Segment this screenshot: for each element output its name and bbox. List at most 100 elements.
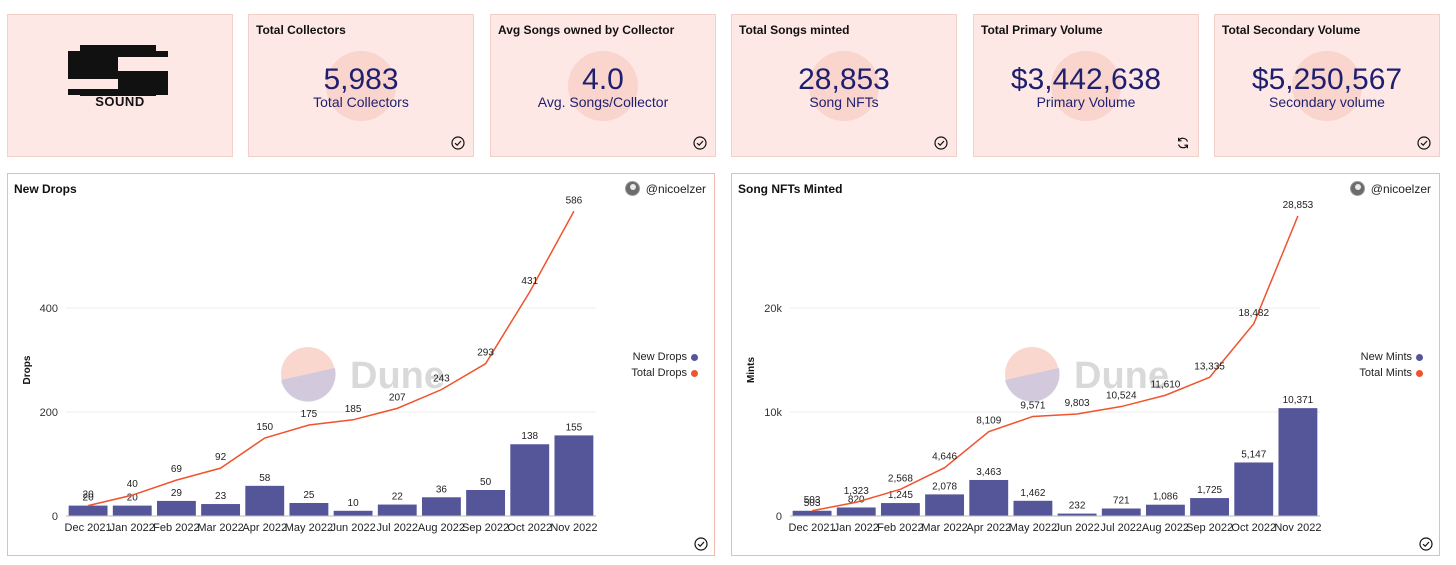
bar-data-label: 22 — [392, 492, 404, 503]
bar-data-label: 20 — [127, 493, 139, 504]
x-tick-label: Feb 2022 — [877, 522, 923, 534]
kpi-subtitle: Avg. Songs/Collector — [537, 94, 669, 110]
line-data-label: 431 — [521, 276, 538, 287]
line-data-label: 150 — [256, 422, 273, 433]
author-badge[interactable]: @nicoelzer — [624, 181, 706, 196]
bar-data-label: 138 — [521, 431, 538, 442]
legend-item-new-mints[interactable]: New Mints — [1359, 349, 1423, 365]
kpi-subtitle: Total Collectors — [313, 94, 409, 110]
bar — [289, 503, 329, 516]
check-circle-icon — [693, 136, 707, 150]
bar — [925, 494, 965, 516]
y-axis-label: Drops — [22, 355, 33, 384]
line-data-label: 40 — [127, 479, 139, 490]
kpi-value: 5,983 — [323, 63, 399, 96]
line-data-label: 11,610 — [1150, 379, 1180, 390]
watermark-circle — [326, 51, 396, 121]
sound-logo — [68, 45, 168, 96]
x-tick-label: Feb 2022 — [153, 522, 199, 534]
bar — [1145, 504, 1185, 516]
bar-data-label: 23 — [215, 491, 227, 502]
bar-data-label: 2,078 — [932, 481, 957, 492]
legend-item-total-drops[interactable]: Total Drops — [631, 365, 698, 381]
chart-title: Song NFTs Minted — [738, 182, 843, 196]
line-data-label: 18,482 — [1238, 308, 1269, 319]
y-axis-label: Mints — [746, 357, 757, 384]
legend-dot — [1416, 369, 1423, 377]
x-tick-label: May 2022 — [285, 522, 333, 534]
x-tick-label: May 2022 — [1009, 522, 1057, 534]
bar — [333, 510, 373, 516]
bar — [1278, 408, 1318, 516]
kpi-value: $5,250,567 — [1251, 63, 1403, 96]
check-circle-icon — [1417, 136, 1431, 150]
bar — [1190, 498, 1230, 516]
kpi-title: Total Primary Volume — [981, 23, 1103, 37]
bar — [880, 503, 920, 516]
bar — [1057, 513, 1097, 516]
kpi-card-secondary-volume: Total Secondary Volume $5,250,567 Second… — [1214, 14, 1440, 157]
y-tick-label: 20k — [764, 303, 782, 315]
legend-label: Total Drops — [631, 367, 687, 379]
author-name: @nicoelzer — [645, 181, 706, 196]
bar-data-label: 5,147 — [1241, 449, 1266, 460]
x-tick-label: Apr 2022 — [966, 522, 1011, 534]
legend-item-total-mints[interactable]: Total Mints — [1359, 365, 1423, 381]
check-circle-icon — [694, 537, 708, 551]
legend-dot — [691, 369, 698, 377]
new-drops-panel: New Drops @nicoelzer 0 200 400 Drops Dune 20 2… — [7, 173, 715, 556]
check-circle-icon — [1419, 537, 1433, 551]
y-tick-label: 200 — [40, 407, 58, 419]
line-data-label: 20 — [83, 490, 95, 501]
bar — [792, 510, 832, 516]
watermark-circle — [809, 51, 879, 121]
bar — [156, 500, 196, 516]
line-data-label: 293 — [477, 348, 494, 359]
line-data-label: 9,571 — [1020, 400, 1045, 411]
line-data-label: 2,568 — [888, 473, 913, 484]
line-data-label: 503 — [804, 495, 821, 506]
watermark-circle — [568, 51, 638, 121]
refresh-icon[interactable] — [1176, 136, 1190, 150]
x-tick-label: Nov 2022 — [1274, 522, 1321, 534]
bar — [554, 435, 594, 516]
bar — [836, 507, 876, 516]
kpi-subtitle: Song NFTs — [809, 94, 879, 110]
avatar — [1349, 181, 1365, 196]
song-nfts-minted-panel: Song NFTs Minted @nicoelzer 0 10k 20k Mints… — [731, 173, 1440, 556]
x-tick-label: Jun 2022 — [1054, 522, 1099, 534]
kpi-card-total-songs: Total Songs minted 28,853 Song NFTs — [731, 14, 957, 157]
bar — [969, 479, 1009, 516]
author-name: @nicoelzer — [1370, 181, 1431, 196]
legend-label: Total Mints — [1359, 367, 1412, 379]
legend-item-new-drops[interactable]: New Drops — [631, 349, 698, 365]
bar-data-label: 36 — [436, 484, 448, 495]
chart-legend: New Drops Total Drops — [631, 349, 698, 381]
kpi-title: Total Secondary Volume — [1222, 23, 1361, 37]
line-data-label: 4,646 — [932, 452, 957, 463]
bar — [510, 444, 550, 516]
x-tick-label: Nov 2022 — [550, 522, 597, 534]
y-tick-label: 10k — [764, 407, 782, 419]
kpi-title: Avg Songs owned by Collector — [498, 23, 675, 37]
bar-data-label: 29 — [171, 488, 183, 499]
author-badge[interactable]: @nicoelzer — [1349, 181, 1431, 196]
x-tick-label: Oct 2022 — [1231, 522, 1276, 534]
bar-data-label: 503 — [804, 498, 821, 509]
line-data-label: 69 — [171, 464, 183, 475]
bar-data-label: 820 — [848, 494, 865, 505]
new-drops-chart: 0 200 400 Drops Dune 20 20 29 23 58 25 10 22 36 50 138 1… — [22, 195, 597, 534]
x-tick-label: Sep 2022 — [462, 522, 509, 534]
kpi-card-total-collectors: Total Collectors 5,983 Total Collectors — [248, 14, 474, 157]
kpi-value: 28,853 — [798, 63, 890, 96]
line-data-label: 28,853 — [1283, 200, 1314, 211]
line-data-label: 92 — [215, 452, 227, 463]
chart-legend: New Mints Total Mints — [1359, 349, 1423, 381]
x-tick-label: Oct 2022 — [507, 522, 552, 534]
legend-label: New Drops — [632, 351, 687, 363]
bar-data-label: 1,725 — [1197, 485, 1222, 496]
bar — [1101, 508, 1141, 516]
line-data-label: 243 — [433, 374, 450, 385]
x-tick-label: Mar 2022 — [197, 522, 243, 534]
logo-card: SOUND — [7, 14, 233, 157]
